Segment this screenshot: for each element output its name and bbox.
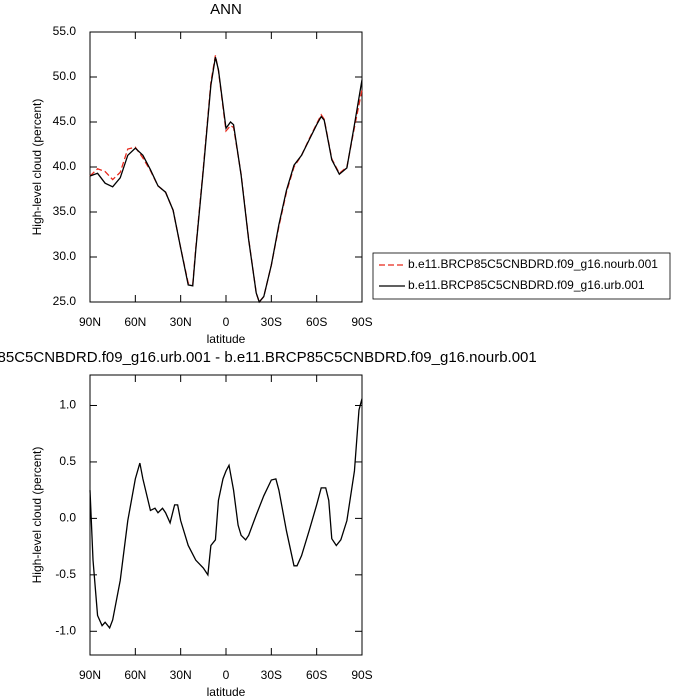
x-tick-label: 90S (351, 315, 372, 329)
y-tick-label: -1.0 (55, 623, 76, 637)
x-tick-label: 60S (306, 315, 327, 329)
y-tick-label: 40.0 (53, 159, 77, 173)
x-tick-label: 60S (306, 668, 327, 682)
y-axis-label: High-level cloud (percent) (30, 99, 44, 236)
x-tick-label: 90N (79, 315, 101, 329)
x-axis-label: latitude (207, 685, 246, 699)
y-axis-label: High-level cloud (percent) (30, 447, 44, 584)
plot-frame (89, 374, 363, 656)
y-tick-label: 45.0 (53, 114, 77, 128)
y-tick-label: 25.0 (53, 294, 77, 308)
legend-label: b.e11.BRCP85C5CNBDRD.f09_g16.nourb.001 (408, 257, 658, 271)
legend-label: b.e11.BRCP85C5CNBDRD.f09_g16.urb.001 (408, 278, 645, 292)
legend-box (372, 252, 671, 300)
x-tick-label: 90S (351, 668, 372, 682)
y-tick-label: 55.0 (53, 24, 77, 38)
x-tick-label: 30N (170, 315, 192, 329)
y-tick-label: 50.0 (53, 69, 77, 83)
x-tick-label: 90N (79, 668, 101, 682)
x-axis-label: latitude (207, 332, 246, 346)
y-tick-label: 35.0 (53, 204, 77, 218)
chart-title: ANN (210, 1, 242, 18)
x-tick-label: 30N (170, 668, 192, 682)
y-tick-label: 1.0 (59, 398, 76, 412)
y-tick-label: -0.5 (55, 567, 76, 581)
y-tick-label: 0.0 (59, 511, 76, 525)
data-line (89, 57, 363, 304)
x-tick-label: 0 (223, 668, 230, 682)
y-tick-label: 0.5 (59, 454, 76, 468)
chart-title: b.e11.BRCP85C5CNBDRD.f09_g16.urb.001 - b… (0, 349, 537, 366)
x-tick-label: 0 (223, 315, 230, 329)
plot-frame (89, 31, 363, 303)
data-line (89, 55, 363, 304)
x-tick-label: 30S (261, 315, 282, 329)
x-tick-label: 60N (124, 668, 146, 682)
y-tick-label: 30.0 (53, 249, 77, 263)
data-line (89, 398, 363, 630)
x-tick-label: 30S (261, 668, 282, 682)
x-tick-label: 60N (124, 315, 146, 329)
